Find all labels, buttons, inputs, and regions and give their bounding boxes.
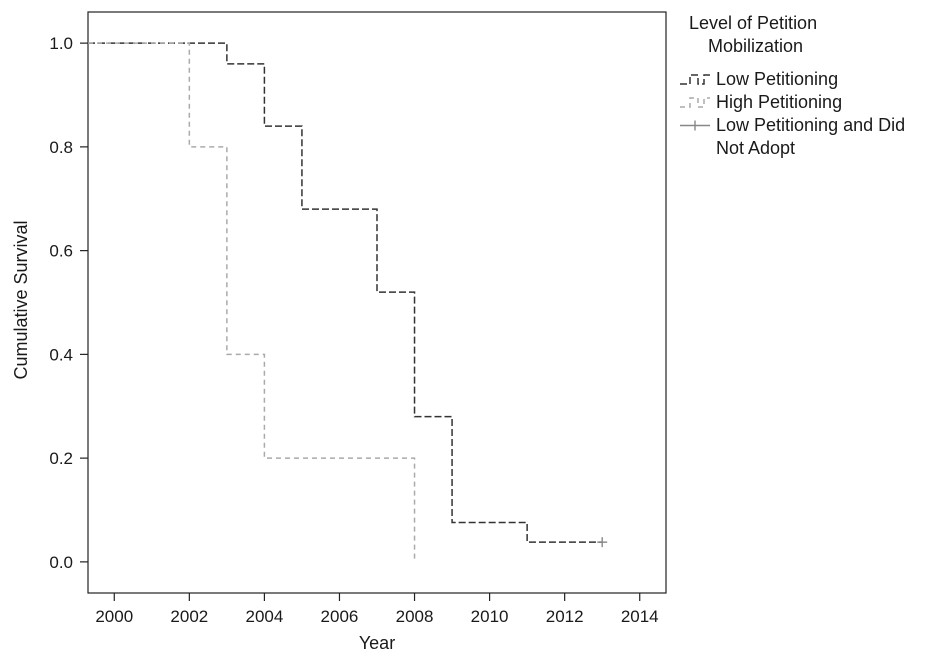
y-tick-label: 0.8 xyxy=(49,138,73,157)
series-line-1 xyxy=(88,42,416,562)
x-tick-label: 2008 xyxy=(396,607,434,626)
y-axis-title: Cumulative Survival xyxy=(11,220,31,379)
y-axis: 0.0 0.2 0.4 0.6 0.8 1.0 xyxy=(49,34,88,572)
legend-label: High Petitioning xyxy=(716,92,843,112)
plot-frame xyxy=(87,11,667,594)
legend-title-line2: Mobilization xyxy=(708,36,804,56)
legend-title: Level of Petition Mobilization xyxy=(676,12,932,58)
legend-key-line xyxy=(680,74,710,85)
x-axis-title: Year xyxy=(359,633,395,653)
legend-key-0 xyxy=(680,74,710,85)
x-tick-label: 2004 xyxy=(245,607,283,626)
legend-label: Low Petitioning and Did Not Adopt xyxy=(716,115,906,158)
x-tick-label: 2012 xyxy=(546,607,584,626)
legend-item: Low Petitioning xyxy=(676,68,932,91)
series-layer xyxy=(88,42,608,562)
legend-key-line xyxy=(680,97,710,108)
y-tick-label: 0.4 xyxy=(49,345,73,364)
legend-items: Low Petitioning High Petitioning Low Petit… xyxy=(676,68,932,160)
legend-key-1 xyxy=(680,97,710,108)
y-tick-label: 0.2 xyxy=(49,449,73,468)
y-tick-label: 1.0 xyxy=(49,34,73,53)
x-tick-label: 2006 xyxy=(321,607,359,626)
y-tick-label: 0.0 xyxy=(49,553,73,572)
x-tick-label: 2014 xyxy=(621,607,659,626)
legend-title-line1: Level of Petition xyxy=(689,13,818,33)
legend-label: Low Petitioning xyxy=(716,69,839,89)
x-tick-label: 2010 xyxy=(471,607,509,626)
series-line-0 xyxy=(88,42,603,543)
legend-key-2 xyxy=(680,120,710,131)
legend: Level of Petition Mobilization Low Petit… xyxy=(676,12,932,160)
x-tick-label: 2002 xyxy=(170,607,208,626)
legend-item: High Petitioning xyxy=(676,91,932,114)
legend-item: Low Petitioning and Did Not Adopt xyxy=(676,114,932,160)
x-axis: 2000 2002 2004 2006 2008 2010 2012 2014 xyxy=(95,593,659,626)
y-tick-label: 0.6 xyxy=(49,242,73,261)
x-tick-label: 2000 xyxy=(95,607,133,626)
